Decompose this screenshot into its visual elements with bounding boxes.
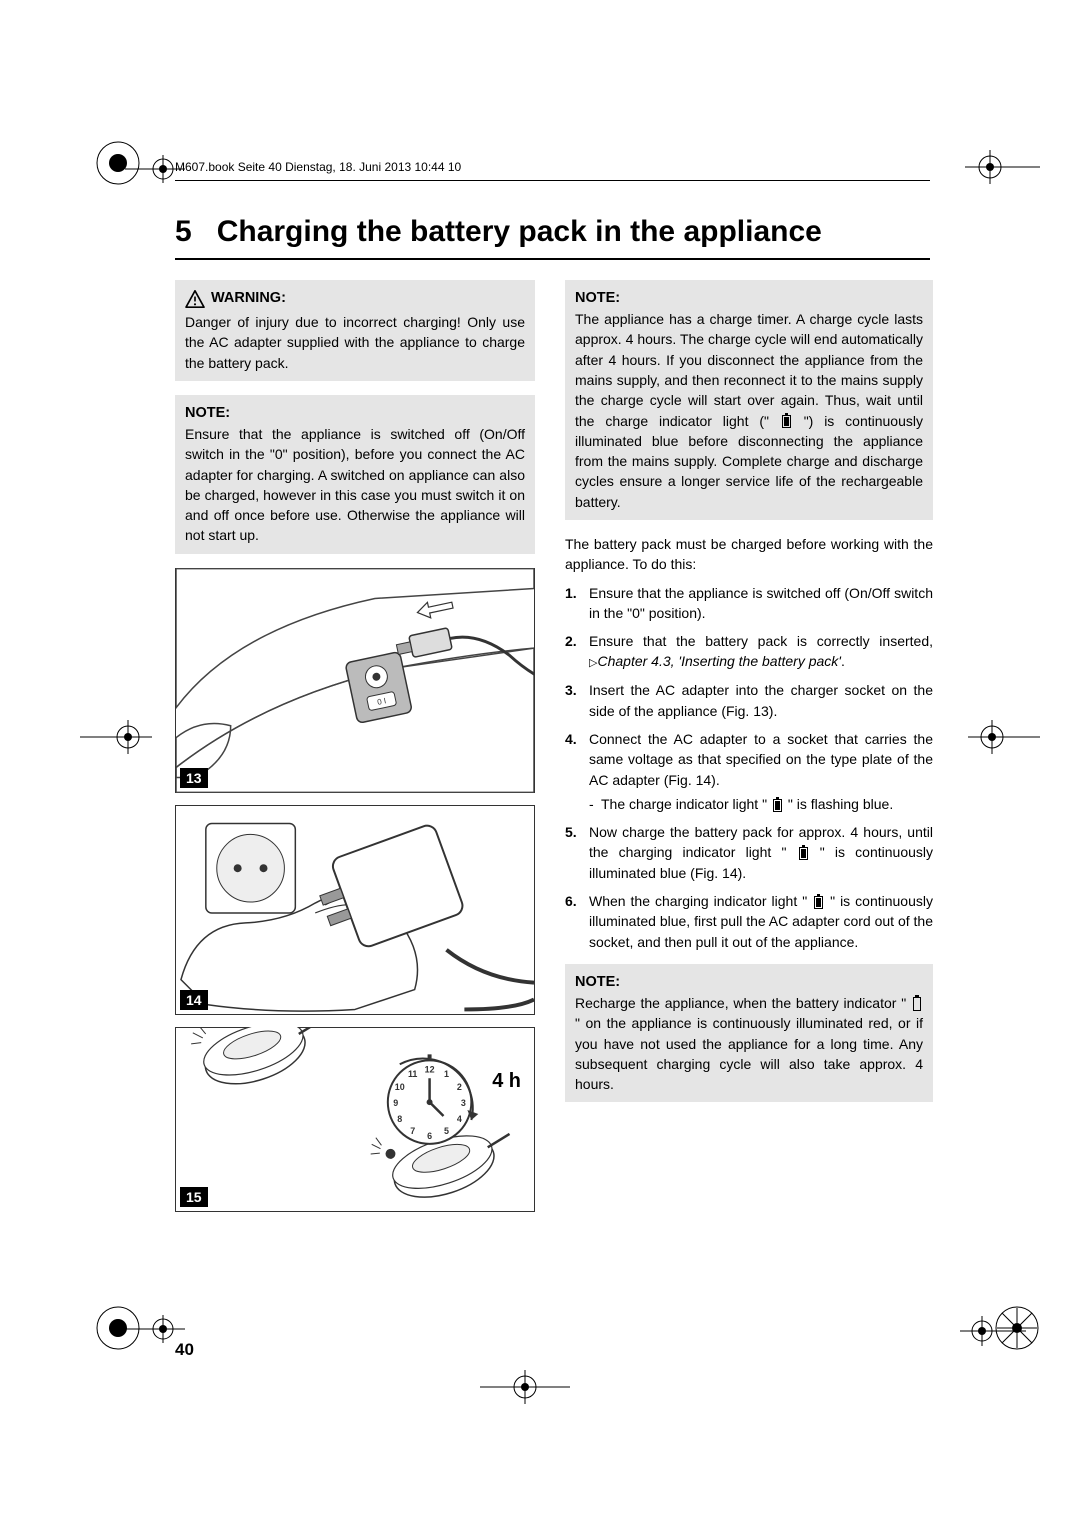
svg-text:1: 1 <box>444 1069 449 1079</box>
note3-box: NOTE: Recharge the appliance, when the b… <box>565 964 933 1103</box>
step-3-text: Insert the AC adapter into the charger s… <box>589 682 933 718</box>
svg-text:7: 7 <box>410 1126 415 1136</box>
battery-icon <box>814 896 823 909</box>
step-4-sub: The charge indicator light " " is flashi… <box>589 794 933 814</box>
figure-14-svg <box>176 805 534 1015</box>
figure-15-svg: 12 12 3 45 6 78 9 1011 4 h <box>176 1027 534 1212</box>
svg-text:12: 12 <box>425 1064 435 1074</box>
battery-icon <box>799 847 808 860</box>
warning-title: WARNING: <box>211 288 286 309</box>
figure-15-duration: 4 h <box>492 1070 521 1092</box>
figure-14-label: 14 <box>180 990 208 1010</box>
note1-title: NOTE: <box>185 403 525 424</box>
crosshair-icon <box>960 1316 1026 1346</box>
svg-text:10: 10 <box>395 1082 405 1092</box>
figure-14: 14 <box>175 805 535 1015</box>
step-2-ref: Chapter 4.3, 'Inserting the battery pack… <box>597 653 840 669</box>
svg-text:6: 6 <box>427 1131 432 1141</box>
svg-text:4: 4 <box>457 1114 462 1124</box>
clock-icon: 12 12 3 45 6 78 9 1011 <box>388 1054 478 1144</box>
header-rule <box>175 180 930 181</box>
left-column: WARNING: Danger of injury due to incorre… <box>175 280 535 1224</box>
page-number: 40 <box>175 1340 194 1360</box>
battery-icon <box>773 799 782 812</box>
figure-15-label: 15 <box>180 1187 208 1207</box>
step-4: Connect the AC adapter to a socket that … <box>565 729 933 814</box>
step-list: Ensure that the appliance is switched of… <box>565 583 933 952</box>
right-column: NOTE: The appliance has a charge timer. … <box>565 280 933 1116</box>
crosshair-icon <box>125 155 185 183</box>
note2-title: NOTE: <box>575 288 923 309</box>
step-2-text-c: . <box>841 653 845 669</box>
step-6-text-a: When the charging indicator light " <box>589 893 812 909</box>
step-4-sub-a: The charge indicator light " <box>601 796 771 812</box>
figure-13-svg: 0 I <box>176 568 534 793</box>
crosshair-icon <box>968 720 1040 754</box>
crosshair-icon <box>80 720 152 754</box>
section-number: 5 <box>175 215 192 248</box>
crosshair-icon <box>125 1315 185 1343</box>
step-2-text-a: Ensure that the battery pack is correctl… <box>589 633 933 649</box>
note3-title: NOTE: <box>575 972 923 993</box>
note1-body: Ensure that the appliance is switched of… <box>185 426 525 543</box>
crosshair-icon <box>480 1370 570 1404</box>
step-5: Now charge the battery pack for approx. … <box>565 822 933 883</box>
svg-text:8: 8 <box>397 1114 402 1124</box>
step-4-sub-b: " is flashing blue. <box>784 796 893 812</box>
step-1-text: Ensure that the appliance is switched of… <box>589 585 933 621</box>
section-title-text: Charging the battery pack in the applian… <box>217 215 822 248</box>
svg-text:0 I: 0 I <box>376 696 387 707</box>
crosshair-icon <box>965 150 1040 184</box>
note3-body-b: " on the appliance is continuously illum… <box>575 1015 923 1092</box>
warning-icon <box>185 290 205 308</box>
svg-text:2: 2 <box>457 1082 462 1092</box>
svg-text:3: 3 <box>461 1098 466 1108</box>
running-header: M607.book Seite 40 Dienstag, 18. Juni 20… <box>175 160 930 174</box>
svg-text:9: 9 <box>393 1098 398 1108</box>
note2-body-a: The appliance has a charge timer. A char… <box>575 311 923 428</box>
figure-15: 12 12 3 45 6 78 9 1011 4 h 15 <box>175 1027 535 1212</box>
intro-text: The battery pack must be charged before … <box>565 534 933 575</box>
step-6: When the charging indicator light " " is… <box>565 891 933 952</box>
figure-13-label: 13 <box>180 768 208 788</box>
warning-body: Danger of injury due to incorrect chargi… <box>185 314 525 371</box>
figure-13: 0 I 13 <box>175 568 535 793</box>
section-heading: 5 Charging the battery pack in the appli… <box>175 215 822 249</box>
step-1: Ensure that the appliance is switched of… <box>565 583 933 624</box>
battery-icon <box>782 415 791 428</box>
note2-box: NOTE: The appliance has a charge timer. … <box>565 280 933 520</box>
svg-text:5: 5 <box>444 1126 449 1136</box>
note1-box: NOTE: Ensure that the appliance is switc… <box>175 395 535 554</box>
step-3: Insert the AC adapter into the charger s… <box>565 680 933 721</box>
svg-text:11: 11 <box>408 1069 417 1079</box>
title-rule <box>175 258 930 260</box>
warning-box: WARNING: Danger of injury due to incorre… <box>175 280 535 381</box>
step-2: Ensure that the battery pack is correctl… <box>565 631 933 672</box>
battery-empty-icon <box>913 997 921 1011</box>
step-4-text: Connect the AC adapter to a socket that … <box>589 731 933 788</box>
note3-body-a: Recharge the appliance, when the battery… <box>575 995 911 1011</box>
